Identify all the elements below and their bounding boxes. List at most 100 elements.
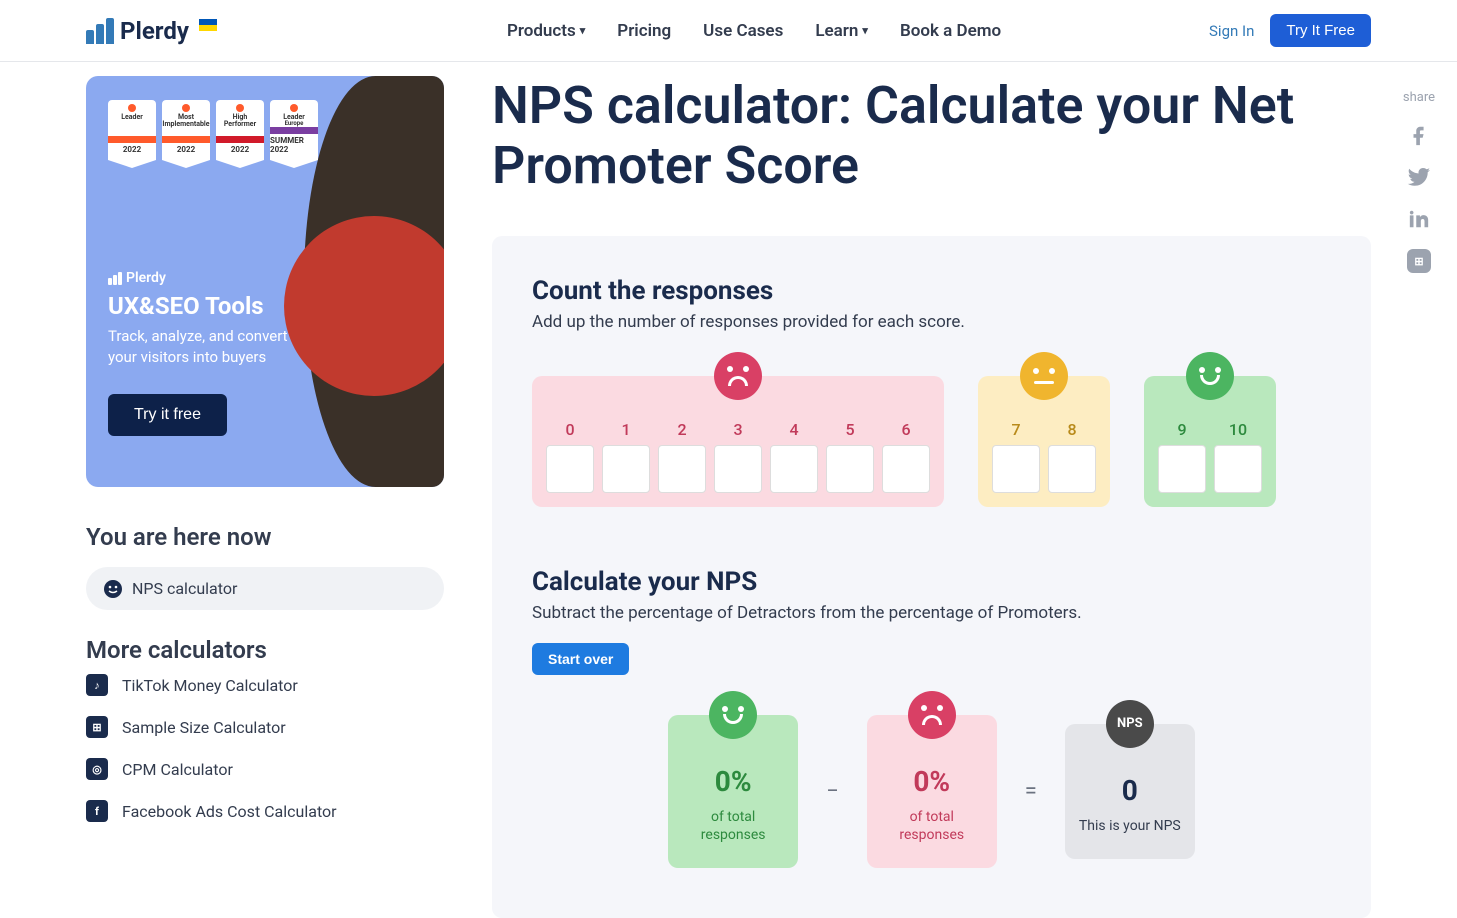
- calculator-link[interactable]: ◎ CPM Calculator: [86, 748, 444, 790]
- score-label: 2: [677, 420, 686, 439]
- calc-link-label: CPM Calculator: [122, 760, 233, 779]
- promo-subtitle: Track, analyze, and convert your visitor…: [108, 326, 308, 368]
- neutral-face-icon: [1020, 352, 1068, 400]
- score-column: 7: [992, 420, 1040, 493]
- score-label: 7: [1011, 420, 1020, 439]
- score-input-7[interactable]: [992, 445, 1040, 493]
- current-calculator: NPS calculator: [86, 567, 444, 610]
- share-label: share: [1403, 90, 1435, 105]
- score-input-3[interactable]: [714, 445, 762, 493]
- more-calculators-title: More calculators: [86, 636, 444, 664]
- result-row: 0% of total responses − 0% of total resp…: [532, 715, 1331, 868]
- score-label: 5: [845, 420, 854, 439]
- award-badge: HighPerformer2022: [216, 100, 264, 160]
- score-input-4[interactable]: [770, 445, 818, 493]
- calc-title: Calculate your NPS: [532, 567, 1331, 597]
- start-over-button[interactable]: Start over: [532, 643, 629, 675]
- score-label: 1: [621, 420, 630, 439]
- chevron-down-icon: ▾: [580, 24, 586, 37]
- score-input-10[interactable]: [1214, 445, 1262, 493]
- award-badge: MostImplementable2022: [162, 100, 210, 160]
- calc-link-label: Facebook Ads Cost Calculator: [122, 802, 337, 821]
- equals-operator: =: [1025, 779, 1037, 804]
- score-input-5[interactable]: [826, 445, 874, 493]
- calc-link-label: Sample Size Calculator: [122, 718, 286, 737]
- detractors-group: 0 1 2 3 4 5 6: [532, 376, 944, 507]
- detractor-label: of total responses: [881, 808, 983, 844]
- score-label: 9: [1177, 420, 1186, 439]
- score-column: 5: [826, 420, 874, 493]
- score-label: 0: [565, 420, 574, 439]
- try-free-button[interactable]: Try It Free: [1270, 14, 1371, 47]
- calculator-link[interactable]: ⊞ Sample Size Calculator: [86, 706, 444, 748]
- brand-logo[interactable]: Plerdy: [86, 17, 217, 45]
- nps-label: This is your NPS: [1079, 817, 1181, 835]
- brand-name: Plerdy: [120, 17, 189, 45]
- nps-value: 0: [1079, 774, 1181, 807]
- calc-link-icon: ⊞: [86, 716, 108, 738]
- calculator-card: Count the responses Add up the number of…: [492, 236, 1371, 918]
- count-title: Count the responses: [532, 276, 1331, 306]
- ukraine-flag-icon: [199, 19, 217, 31]
- signin-link[interactable]: Sign In: [1209, 22, 1254, 40]
- minus-operator: −: [826, 779, 839, 804]
- detractors-result: 0% of total responses: [867, 715, 997, 868]
- happy-face-icon: [1186, 352, 1234, 400]
- score-input-8[interactable]: [1048, 445, 1096, 493]
- nav-pricing[interactable]: Pricing: [617, 21, 671, 41]
- score-input-2[interactable]: [658, 445, 706, 493]
- facebook-icon[interactable]: [1407, 123, 1431, 147]
- current-calc-label: NPS calculator: [132, 579, 237, 598]
- promo-try-free-button[interactable]: Try it free: [108, 394, 227, 436]
- share-column: share ⊞: [1403, 90, 1435, 273]
- score-input-0[interactable]: [546, 445, 594, 493]
- promo-card: Leader2022MostImplementable2022HighPerfo…: [86, 76, 444, 487]
- digg-icon[interactable]: ⊞: [1407, 249, 1431, 273]
- score-column: 10: [1214, 420, 1262, 493]
- main-nav: Products▾ Pricing Use Cases Learn▾ Book …: [507, 21, 1001, 41]
- nav-use-cases[interactable]: Use Cases: [703, 21, 783, 41]
- sad-face-icon: [908, 691, 956, 739]
- score-input-1[interactable]: [602, 445, 650, 493]
- calc-subtitle: Subtract the percentage of Detractors fr…: [532, 603, 1331, 623]
- calculator-link[interactable]: ♪ TikTok Money Calculator: [86, 664, 444, 706]
- twitter-icon[interactable]: [1407, 165, 1431, 189]
- award-badge: LeaderEuropeSUMMER 2022: [270, 100, 318, 160]
- promoters-result: 0% of total responses: [668, 715, 798, 868]
- header-right: Sign In Try It Free: [1209, 14, 1371, 47]
- page-title: NPS calculator: Calculate your Net Promo…: [492, 76, 1371, 196]
- passives-group: 78: [978, 376, 1110, 507]
- linkedin-icon[interactable]: [1407, 207, 1431, 231]
- nav-book-demo[interactable]: Book a Demo: [900, 21, 1001, 41]
- nps-badge-icon: NPS: [1106, 700, 1154, 748]
- score-label: 6: [901, 420, 910, 439]
- chevron-down-icon: ▾: [862, 24, 868, 37]
- nav-products[interactable]: Products▾: [507, 21, 585, 41]
- calc-link-label: TikTok Money Calculator: [122, 676, 298, 695]
- count-subtitle: Add up the number of responses provided …: [532, 312, 1331, 332]
- award-badge: Leader2022: [108, 100, 156, 160]
- score-label: 8: [1067, 420, 1076, 439]
- calc-link-icon: ♪: [86, 674, 108, 696]
- header: Plerdy Products▾ Pricing Use Cases Learn…: [0, 0, 1457, 62]
- happy-face-icon: [709, 691, 757, 739]
- calc-link-icon: ◎: [86, 758, 108, 780]
- score-column: 2: [658, 420, 706, 493]
- score-label: 10: [1229, 420, 1247, 439]
- promoters-group: 9 10: [1144, 376, 1276, 507]
- calc-link-icon: f: [86, 800, 108, 822]
- promoter-label: of total responses: [682, 808, 784, 844]
- promoter-pct: 0%: [682, 765, 784, 798]
- here-now-title: You are here now: [86, 523, 444, 551]
- score-column: 6: [882, 420, 930, 493]
- score-column: 8: [1048, 420, 1096, 493]
- score-label: 4: [789, 420, 798, 439]
- logo-bars-icon: [86, 18, 114, 44]
- nav-learn[interactable]: Learn▾: [815, 21, 868, 41]
- score-input-6[interactable]: [882, 445, 930, 493]
- score-input-9[interactable]: [1158, 445, 1206, 493]
- response-inputs-row: 0123456 78 910: [532, 376, 1331, 507]
- calculate-section: Calculate your NPS Subtract the percenta…: [532, 567, 1331, 868]
- calculator-link[interactable]: f Facebook Ads Cost Calculator: [86, 790, 444, 832]
- score-label: 3: [733, 420, 742, 439]
